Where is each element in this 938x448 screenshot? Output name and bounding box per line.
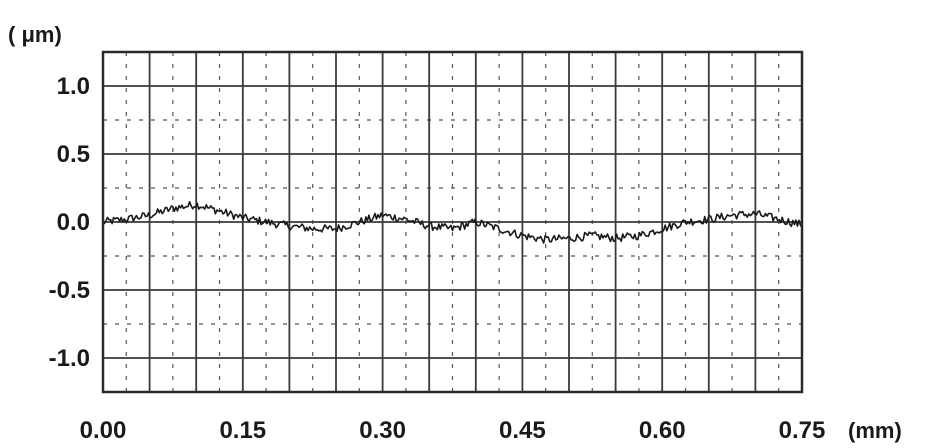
y-tick-labels: 1.0 0.5 0.0 -0.5 -1.0 bbox=[49, 73, 90, 372]
y-tick-label: 1.0 bbox=[57, 73, 90, 100]
x-tick-label: 0.75 bbox=[779, 417, 826, 444]
x-tick-label: 0.15 bbox=[219, 417, 266, 444]
x-tick-label: 0.30 bbox=[359, 417, 406, 444]
x-axis-unit-label: (mm) bbox=[848, 418, 902, 443]
x-tick-label: 0.00 bbox=[80, 417, 127, 444]
x-tick-labels: 0.00 0.15 0.30 0.45 0.60 0.75 bbox=[80, 417, 826, 444]
x-tick-label: 0.45 bbox=[499, 417, 546, 444]
plot-frame bbox=[101, 50, 804, 394]
x-tick-label: 0.60 bbox=[639, 417, 686, 444]
y-tick-label: 0.5 bbox=[57, 141, 90, 168]
y-tick-label: -0.5 bbox=[49, 277, 90, 304]
profile-series-line bbox=[102, 201, 803, 244]
y-tick-label: -1.0 bbox=[49, 345, 90, 372]
series-layer bbox=[102, 201, 803, 244]
y-tick-label: 0.0 bbox=[57, 209, 90, 236]
y-axis-unit-label: ( μm) bbox=[8, 22, 62, 47]
